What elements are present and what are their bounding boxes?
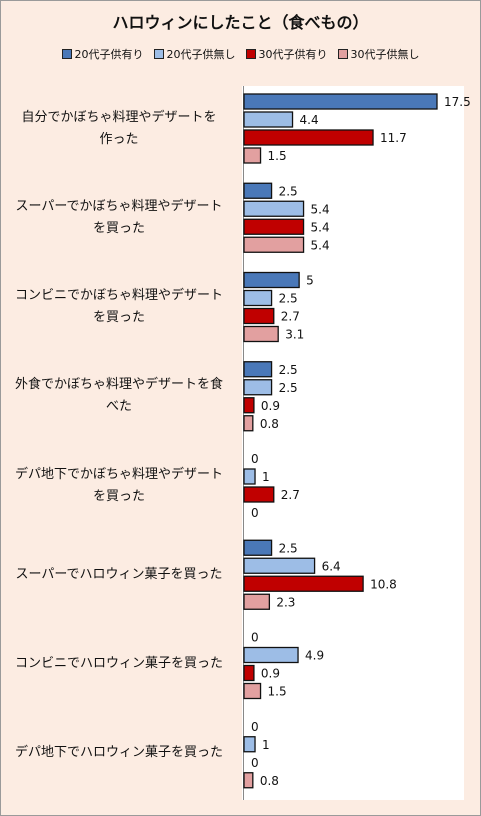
bar: [243, 111, 294, 128]
data-label: 1: [262, 470, 270, 484]
bar: [243, 289, 273, 307]
bar: [243, 415, 254, 432]
legend-label: 30代子供無し: [350, 48, 420, 61]
category-label: スーパーでかぼちゃ料理やデザート を買った: [6, 196, 232, 240]
bar: [243, 236, 305, 253]
category-label: デパ地下でハロウィン菓子を買った: [6, 742, 232, 764]
bar: [243, 664, 255, 682]
category-label: コンビニでハロウィン菓子を買った: [6, 653, 232, 675]
bar: [243, 468, 256, 485]
data-label: 0.9: [261, 667, 280, 681]
bar: [243, 147, 262, 164]
data-label: 11.7: [380, 131, 407, 145]
category-label-line: 外食でかぼちゃ料理やデザートを食: [14, 377, 223, 393]
bar: [243, 307, 275, 325]
category-axis-line: [243, 86, 244, 800]
data-label: 2.7: [281, 488, 300, 502]
category-label-line: スーパーでハロウィン菓子を買った: [15, 566, 223, 582]
data-label: 2.5: [279, 292, 298, 306]
data-label: 0: [251, 452, 259, 466]
data-label: 0: [251, 506, 259, 520]
legend-swatch: [61, 49, 72, 59]
data-label: 2.5: [279, 541, 298, 555]
legend: 20代子供有り 20代子供無し 30代子供有り 30代子供無し: [0, 46, 481, 62]
data-label: 2.3: [276, 595, 295, 609]
data-label: 2.5: [279, 381, 298, 395]
bar: [243, 682, 262, 700]
category-label: コンビニでかぼちゃ料理やデザート を買った: [6, 285, 232, 329]
bar: [243, 397, 255, 414]
category-label-line: を買った: [92, 310, 145, 325]
category-label-line: デパ地下でかぼちゃ料理やデザート: [14, 466, 223, 482]
bar: [243, 182, 273, 199]
category-label-line: コンビニでハロウィン菓子を買った: [14, 656, 223, 671]
data-label: 0: [251, 756, 259, 770]
bar: [243, 200, 305, 217]
bar: [243, 325, 279, 343]
bar: [243, 557, 316, 574]
bar: [243, 646, 299, 664]
legend-swatch: [337, 49, 348, 59]
data-label: 4.4: [300, 113, 319, 127]
bar: [243, 129, 374, 146]
data-label: 5.4: [311, 238, 330, 252]
category-label: スーパーでハロウィン菓子を買った: [6, 564, 232, 586]
bar: [243, 218, 305, 235]
category-label: 自分でかぼちゃ料理やデザートを 作った: [6, 107, 232, 151]
bar: [243, 361, 273, 378]
data-label: 2.5: [279, 184, 298, 198]
data-label: 0: [251, 631, 259, 645]
data-label: 0.8: [260, 417, 279, 431]
category-label-line: を買った: [92, 488, 145, 504]
data-label: 0: [251, 720, 259, 734]
legend-label: 20代子供有り: [74, 48, 144, 61]
bar: [243, 772, 254, 789]
bar: [243, 93, 438, 110]
category-label: 外食でかぼちゃ料理やデザートを食 べた: [6, 374, 232, 418]
data-label: 0.9: [261, 399, 280, 413]
category-label-line: デパ地下でハロウィン菓子を買った: [14, 745, 223, 761]
legend-label: 20代子供無し: [166, 48, 236, 61]
category-label-line: 作った: [99, 131, 139, 147]
bar: [243, 539, 273, 556]
legend-item: 20代子供無し: [153, 46, 236, 62]
category-label-line: べた: [105, 399, 132, 415]
data-label: 4.9: [305, 649, 324, 663]
data-label: 10.8: [370, 577, 397, 591]
legend-label: 30代子供有り: [258, 48, 328, 61]
legend-item: 30代子供有り: [245, 46, 328, 62]
category-label-line: スーパーでかぼちゃ料理やデザート: [15, 198, 223, 214]
data-label: 1: [262, 738, 270, 752]
data-label: 5.4: [311, 220, 330, 234]
bar: [243, 271, 300, 289]
category-label-line: 自分でかぼちゃ料理やデザートを: [21, 109, 217, 125]
legend-item: 30代子供無し: [337, 46, 420, 62]
data-label: 2.7: [281, 310, 300, 324]
data-label: 0.8: [260, 774, 279, 788]
bar: [243, 736, 256, 753]
bar: [243, 379, 273, 396]
legend-item: 20代子供有り: [61, 46, 144, 62]
bar: [243, 593, 271, 610]
chart-title: ハロウィンにしたこと（食べもの）: [112, 13, 369, 32]
category-label: デパ地下でかぼちゃ料理やデザート を買った: [6, 464, 232, 508]
data-label: 5.4: [311, 202, 330, 216]
data-label: 5: [306, 274, 314, 288]
data-label: 1.5: [268, 149, 287, 163]
legend-swatch: [153, 49, 164, 59]
bar: [243, 486, 275, 503]
data-label: 2.5: [279, 363, 298, 377]
data-label: 17.5: [444, 95, 471, 109]
bar: [243, 575, 364, 592]
data-label: 1.5: [268, 685, 287, 699]
data-label: 6.4: [322, 559, 341, 573]
data-label: 3.1: [285, 328, 304, 342]
category-label-line: コンビニでかぼちゃ料理やデザート: [14, 288, 223, 303]
legend-swatch: [245, 49, 256, 59]
category-label-line: を買った: [92, 220, 145, 236]
